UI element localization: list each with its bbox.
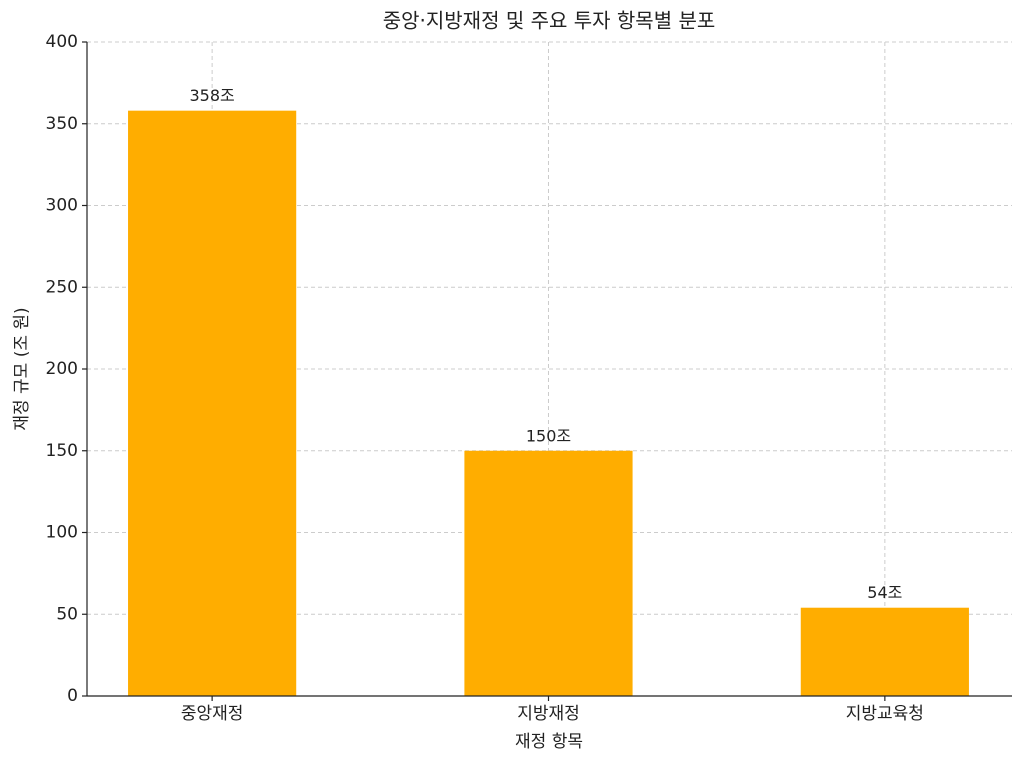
y-axis-label: 재정 규모 (조 원) [12,307,32,430]
value-label: 150조 [526,426,571,445]
y-tick-label: 350 [46,114,78,134]
y-tick-label: 300 [46,196,78,216]
value-label: 54조 [867,583,902,602]
x-tick-label: 지방재정 [517,704,580,724]
y-tick-label: 250 [46,277,78,297]
y-tick-label: 100 [46,523,78,543]
x-axis-label: 재정 항목 [515,732,583,752]
y-tick-label: 50 [56,604,78,624]
y-tick-label: 0 [67,686,78,706]
y-tick-label: 400 [46,32,78,52]
bar [800,607,969,696]
value-label: 358조 [189,86,234,105]
x-tick-label: 중앙재정 [181,704,244,724]
x-tick-label: 지방교육청 [846,704,924,724]
chart-title: 중앙·지방재정 및 주요 투자 항목별 분포 [383,9,716,33]
y-tick-label: 150 [46,441,78,461]
bar [128,110,297,697]
y-tick-label: 200 [46,359,78,379]
bar [464,450,633,696]
